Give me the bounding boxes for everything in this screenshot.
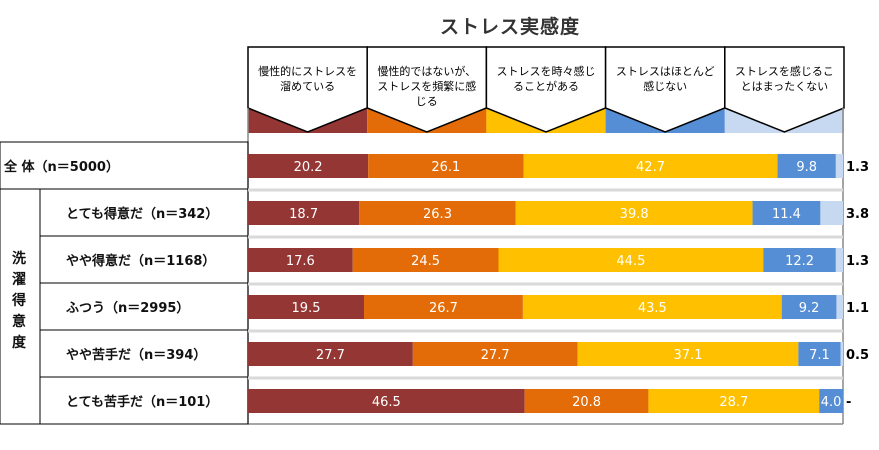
- data-label: 7.1: [809, 348, 830, 363]
- data-label: 9.2: [799, 301, 820, 316]
- data-label: 26.1: [431, 160, 460, 175]
- bar-segment: [781, 295, 837, 319]
- bar-segment: [777, 154, 836, 178]
- data-label: 37.1: [674, 348, 703, 363]
- data-label: 24.5: [411, 254, 440, 269]
- data-label: 26.7: [429, 301, 458, 316]
- category-label: やや苦手だ（n＝394）: [66, 348, 207, 363]
- category-label: 全 体（n＝5000）: [4, 160, 119, 175]
- category-label: とても苦手だ（n＝101）: [66, 395, 219, 410]
- data-label: 26.3: [423, 207, 452, 222]
- data-label: 1.3: [846, 254, 869, 269]
- data-label: 46.5: [372, 395, 401, 410]
- bar-segment: [368, 154, 524, 178]
- category-label: とても得意だ（n＝342）: [66, 207, 219, 222]
- legend-chevron: [604, 46, 726, 133]
- data-label: 11.4: [772, 207, 801, 222]
- legend-label: ストレスを時々感じることがある: [496, 65, 596, 93]
- data-label: 20.2: [294, 160, 323, 175]
- data-label: 27.7: [316, 348, 345, 363]
- legend-chevron: [247, 46, 368, 133]
- data-label: 39.8: [620, 207, 649, 222]
- bar-segment: [364, 295, 523, 319]
- data-label: 4.0: [821, 395, 842, 410]
- legend-label: ストレスを感じることはまったくない: [734, 65, 834, 93]
- bar-segment: [248, 342, 413, 366]
- bar-segment: [819, 389, 843, 413]
- data-label: 12.2: [785, 254, 814, 269]
- data-label: 20.8: [572, 395, 601, 410]
- data-label: 28.7: [719, 395, 748, 410]
- data-label: 19.5: [292, 301, 321, 316]
- bar-segment: [359, 201, 516, 225]
- bar-segment: [498, 248, 764, 272]
- data-label: 27.7: [481, 348, 510, 363]
- category-label: ふつう（n＝2995）: [66, 301, 190, 316]
- bar-segment: [412, 342, 578, 366]
- data-label: 3.8: [846, 207, 869, 222]
- legend-label: 慢性的ではないが、ストレスを頻繁に感じる: [377, 65, 477, 108]
- legend-chevron: [485, 46, 607, 133]
- category-label: やや得意だ（n＝1168）: [66, 254, 216, 269]
- bar-segment: [524, 389, 649, 413]
- legend-chevron: [724, 46, 845, 133]
- bar-segment: [248, 295, 365, 319]
- bar-segment: [523, 154, 778, 178]
- legend-label: ストレスはほとんど感じない: [615, 65, 715, 93]
- bar-segment: [836, 295, 843, 319]
- bar-segment: [522, 295, 782, 319]
- data-label: 9.8: [796, 160, 817, 175]
- data-label: 18.7: [289, 207, 318, 222]
- data-label: 44.5: [616, 254, 645, 269]
- data-label: 43.5: [638, 301, 667, 316]
- chart-title: ストレス実感度: [440, 16, 581, 38]
- bar-segment: [515, 201, 753, 225]
- bar-segment: [752, 201, 821, 225]
- bar-segment: [840, 342, 843, 366]
- group-label: 洗濯得意度: [12, 251, 26, 351]
- bar-segment: [248, 389, 525, 413]
- data-label: 1.3: [846, 160, 869, 175]
- data-label: 0.5: [846, 348, 869, 363]
- bar-segment: [577, 342, 799, 366]
- bar-segment: [820, 201, 843, 225]
- legend-chevron: [366, 46, 488, 133]
- legend-label: 慢性的にストレスを溜めている: [258, 65, 358, 93]
- bar-segment: [248, 154, 369, 178]
- data-label: 1.1: [846, 301, 869, 316]
- bar-segment: [835, 154, 843, 178]
- bar-segment: [835, 248, 843, 272]
- data-label: 17.6: [286, 254, 315, 269]
- bar-segment: [648, 389, 820, 413]
- bar-segment: [763, 248, 836, 272]
- bar-segment: [352, 248, 499, 272]
- bar-segment: [798, 342, 841, 366]
- data-label: -: [846, 395, 851, 410]
- bar-segment: [248, 201, 360, 225]
- data-label: 42.7: [636, 160, 665, 175]
- bar-segment: [248, 248, 353, 272]
